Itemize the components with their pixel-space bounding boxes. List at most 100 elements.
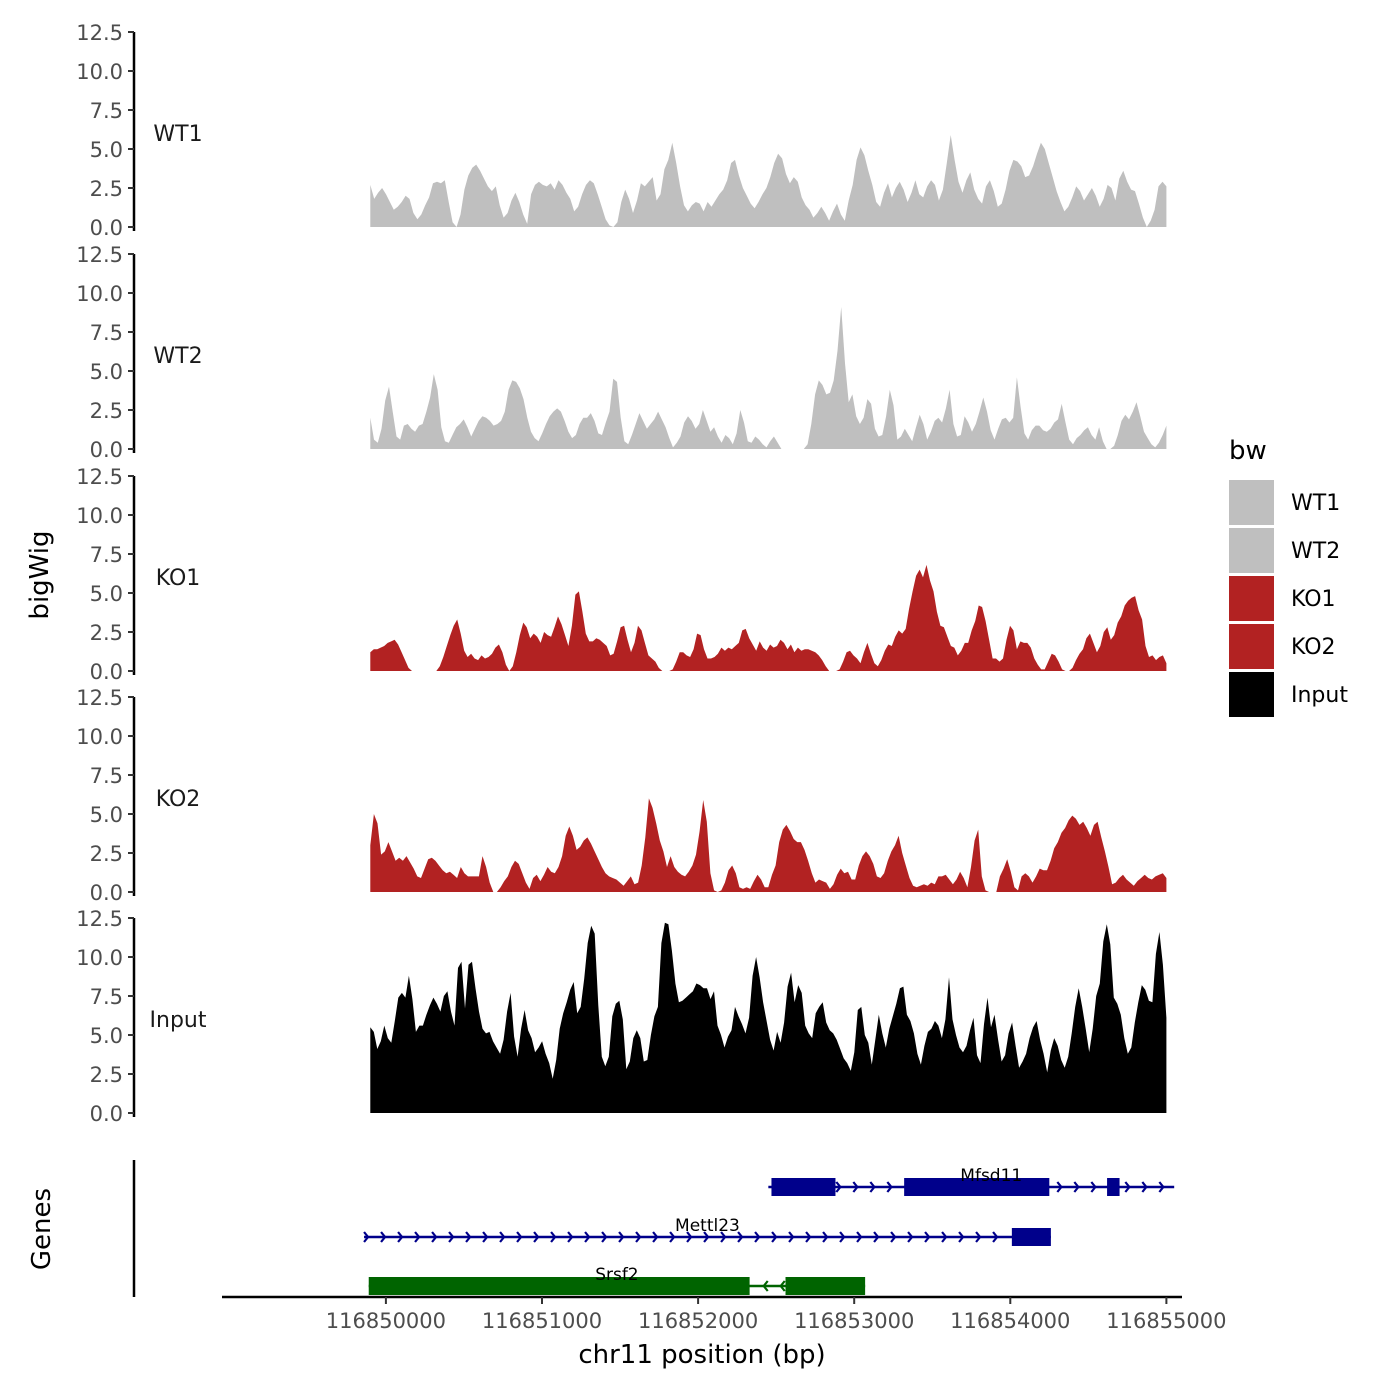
strand-arrow [835, 1181, 842, 1193]
x-tick-label: 116854000 [950, 1309, 1070, 1333]
strand-arrow [720, 1231, 727, 1243]
strand-arrow [890, 1231, 897, 1243]
strand-arrow [941, 1231, 948, 1243]
legend-label-input: Input [1291, 683, 1348, 708]
y-tick-label: 7.5 [90, 764, 123, 788]
strand-arrow [1073, 1181, 1080, 1193]
exon [1107, 1178, 1120, 1196]
coverage-area-ko1 [370, 564, 1167, 671]
strand-arrow [992, 1231, 999, 1243]
x-tick-label: 116855000 [1106, 1309, 1226, 1333]
y-tick-label: 5.0 [90, 803, 123, 827]
strand-arrow [873, 1231, 880, 1243]
strand-arrow [380, 1231, 387, 1243]
x-axis-title: chr11 position (bp) [578, 1340, 825, 1370]
y-tick-label: 0.0 [90, 1102, 123, 1126]
y-tick-label: 5.0 [90, 360, 123, 384]
gene-mfsd11: Mfsd11 [768, 1166, 1175, 1196]
strand-arrow [550, 1231, 557, 1243]
y-tick-label: 0.0 [90, 438, 123, 462]
x-tick-label: 116850000 [326, 1309, 446, 1333]
y-tick-label: 2.5 [90, 842, 123, 866]
coverage-area-wt1 [370, 135, 1167, 227]
strand-arrow [414, 1231, 421, 1243]
strand-arrow [839, 1231, 846, 1243]
gene-srsf2: Srsf2 [368, 1265, 866, 1295]
strand-arrow [703, 1231, 710, 1243]
strand-arrow [1141, 1181, 1148, 1193]
y-tick-label: 2.5 [90, 177, 123, 201]
y-tick-label: 7.5 [90, 985, 123, 1009]
strand-arrow [669, 1231, 676, 1243]
strand-arrow [822, 1231, 829, 1243]
y-tick-label: 12.5 [76, 243, 123, 267]
strand-arrow [465, 1231, 472, 1243]
strand-arrow [958, 1231, 965, 1243]
exon [368, 1277, 750, 1295]
strand-arrow [618, 1231, 625, 1243]
y-axis-title: bigWig [25, 530, 55, 619]
y-tick-label: 12.5 [76, 907, 123, 931]
y-tick-label: 7.5 [90, 321, 123, 345]
strand-arrow [771, 1231, 778, 1243]
y-tick-label: 2.5 [90, 1063, 123, 1087]
strand-arrow [482, 1231, 489, 1243]
y-tick-label: 12.5 [76, 21, 123, 45]
y-tick-label: 10.0 [76, 946, 123, 970]
exon [904, 1178, 1050, 1196]
track-label-wt2: WT2 [153, 344, 202, 369]
track-label-wt1: WT1 [153, 122, 202, 147]
gene-label: Mettl23 [675, 1216, 740, 1236]
legend-label-ko1: KO1 [1291, 587, 1336, 612]
strand-arrow [363, 1231, 370, 1243]
exon [771, 1178, 836, 1196]
x-tick-label: 116852000 [638, 1309, 758, 1333]
y-tick-label: 0.0 [90, 881, 123, 905]
strand-arrow [1090, 1181, 1097, 1193]
x-tick-label: 116853000 [794, 1309, 914, 1333]
y-tick-label: 7.5 [90, 543, 123, 567]
y-tick-label: 2.5 [90, 621, 123, 645]
genes-axis-title: Genes [27, 1188, 57, 1270]
y-tick-label: 5.0 [90, 138, 123, 162]
legend-swatch-ko2 [1229, 624, 1274, 669]
track-label-input: Input [150, 1008, 207, 1033]
y-tick-label: 5.0 [90, 1024, 123, 1048]
y-tick-label: 10.0 [76, 282, 123, 306]
genes-layer: Mfsd11 Mettl23 Srsf2 [132, 1160, 1175, 1297]
track-label-ko2: KO2 [156, 787, 201, 812]
strand-arrow [762, 1280, 769, 1292]
gene-mettl23: Mettl23 [363, 1216, 1051, 1246]
y-tick-label: 0.0 [90, 216, 123, 240]
coverage-area-input [370, 922, 1167, 1113]
track-panel-wt2: 0.0 2.5 5.0 7.5 10.0 12.5 WT2 [76, 243, 1167, 462]
strand-arrow [869, 1181, 876, 1193]
legend-swatch-wt1 [1229, 480, 1274, 525]
strand-arrow [499, 1231, 506, 1243]
legend-swatch-ko1 [1229, 576, 1274, 621]
exon [785, 1277, 866, 1295]
strand-arrow [754, 1231, 761, 1243]
legend: bw WT1 WT2 KO1 KO2 Input [1229, 436, 1348, 717]
legend-label-ko2: KO2 [1291, 635, 1336, 660]
strand-arrow [975, 1231, 982, 1243]
strand-arrow [1056, 1181, 1063, 1193]
strand-arrow [788, 1231, 795, 1243]
y-tick-label: 10.0 [76, 504, 123, 528]
strand-arrow [924, 1231, 931, 1243]
strand-arrow [907, 1231, 914, 1243]
strand-arrow [686, 1231, 693, 1243]
x-axis: 116850000 116851000 116852000 116853000 1168… [222, 1295, 1227, 1333]
legend-label-wt1: WT1 [1291, 491, 1340, 516]
strand-arrow [886, 1181, 893, 1193]
y-tick-label: 0.0 [90, 660, 123, 684]
track-label-ko1: KO1 [156, 566, 201, 591]
strand-arrow [635, 1231, 642, 1243]
legend-title: bw [1229, 436, 1267, 466]
track-panel-wt1: 0.0 2.5 5.0 7.5 10.0 12.5 WT1 [76, 21, 1167, 240]
x-tick-label: 116851000 [482, 1309, 602, 1333]
strand-arrow [1158, 1181, 1165, 1193]
strand-arrow [601, 1231, 608, 1243]
